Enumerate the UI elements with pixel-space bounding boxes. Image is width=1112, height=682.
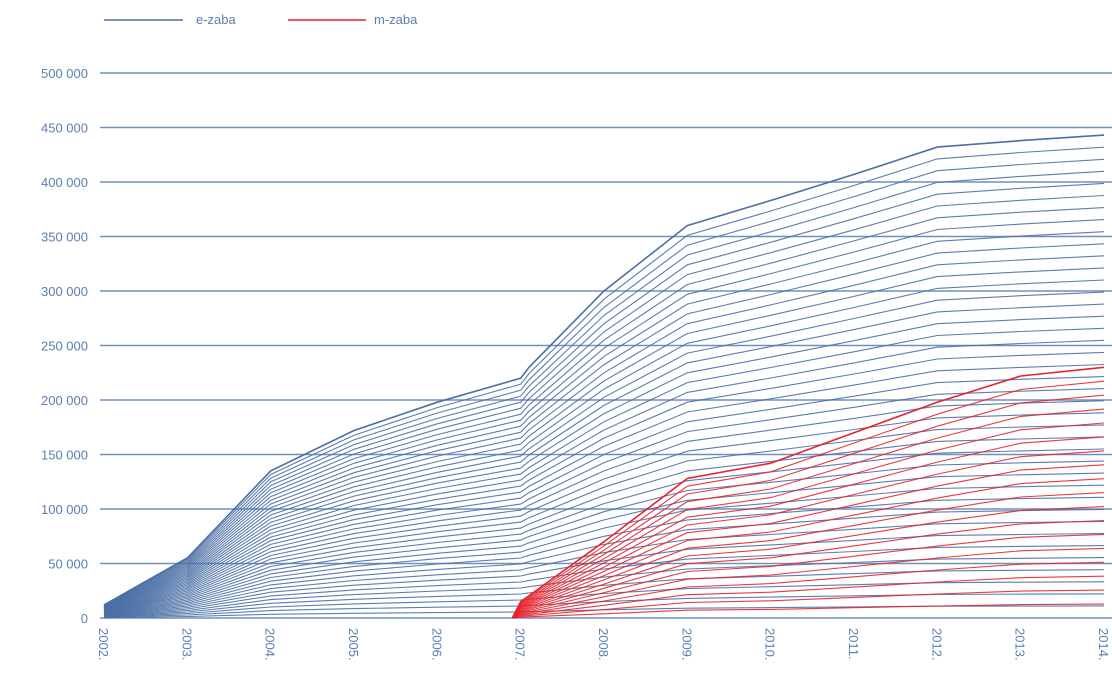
y-tick-label: 250 000 [41,339,88,354]
x-tick-label: 2004. [263,628,278,661]
m-zaba-line [511,408,1105,619]
x-tick-label: 2009. [679,628,694,661]
e-zaba-line [103,363,1105,612]
e-zaba-line [103,231,1105,609]
y-tick-label: 200 000 [41,393,88,408]
e-zaba-line [103,291,1105,610]
e-zaba-line [103,146,1105,606]
e-zaba-line [103,315,1105,611]
y-tick-label: 400 000 [41,175,88,190]
e-zaba-line [103,194,1105,608]
chart-gridlines [100,72,1112,619]
e-zaba-line [103,303,1105,611]
legend-label-e-zaba: e-zaba [196,12,237,27]
e-zaba-line [103,243,1105,609]
m-zaba-line [512,547,1105,619]
y-tick-label: 450 000 [41,121,88,136]
e-zaba-line [103,339,1105,612]
y-tick-label: 50 000 [48,557,88,572]
e-zaba-line [103,279,1105,610]
e-zaba-line [103,388,1105,613]
y-tick-label: 300 000 [41,284,88,299]
m-zaba-line [511,380,1105,619]
m-zaba-line [511,478,1105,619]
m-zaba-line [512,561,1105,619]
e-zaba-line [103,182,1105,607]
m-zaba-line [511,519,1105,619]
x-tick-label: 2013. [1013,628,1028,661]
e-zaba-line [103,207,1105,608]
e-zaba-line [103,351,1105,612]
e-zaba-line [103,267,1105,610]
e-zaba-line [103,424,1105,614]
e-zaba-line [103,460,1105,615]
e-zaba-line [103,376,1105,613]
m-zaba-line [511,464,1105,619]
e-zaba-line [103,400,1105,613]
x-tick-label: 2014. [1096,628,1111,661]
y-axis: 0 50 000 100 000 150 000 200 000 250 000 300 0… [41,66,88,626]
legend-label-m-zaba: m-zaba [374,12,418,27]
m-zaba-line [511,492,1105,619]
m-zaba-line [511,450,1105,619]
m-zaba-line [511,533,1105,619]
y-tick-label: 100 000 [41,502,88,517]
e-zaba-line [103,219,1105,608]
x-tick-label: 2006. [429,628,444,661]
e-zaba-line [103,170,1105,607]
m-zaba-line [512,603,1105,619]
series-m-zaba [511,366,1105,619]
e-zaba-line [103,472,1105,615]
m-zaba-line [512,589,1105,619]
e-zaba-line [103,436,1105,614]
e-zaba-line [103,412,1105,613]
m-zaba-line [511,394,1105,619]
e-zaba-line [103,255,1105,609]
x-tick-label: 2007. [513,628,528,661]
m-zaba-line [511,506,1105,619]
e-zaba-line [103,134,1105,606]
e-zaba-line [103,327,1105,611]
x-tick-label: 2003. [179,628,194,661]
m-zaba-line [512,575,1105,619]
e-zaba-line [103,158,1105,607]
y-tick-label: 150 000 [41,448,88,463]
chart-legend: e-zaba m-zaba [104,12,418,27]
x-tick-label: 2008. [596,628,611,661]
x-tick-label: 2011. [846,628,861,660]
m-zaba-line [511,366,1105,619]
x-tick-label: 2002. [96,628,111,661]
y-tick-label: 350 000 [41,230,88,245]
x-tick-label: 2012. [929,628,944,661]
m-zaba-line [511,436,1105,619]
x-tick-label: 2005. [346,628,361,661]
e-zaba-line [103,448,1105,614]
y-tick-label: 0 [81,611,88,626]
x-tick-label: 2010. [763,628,778,661]
y-tick-label: 500 000 [41,66,88,81]
x-axis: 2002. 2003. 2004. 2005. 2006. 2007. 2008. 2009.… [96,628,1111,661]
e-zaba-line [103,508,1105,616]
m-zaba-line [511,422,1105,619]
